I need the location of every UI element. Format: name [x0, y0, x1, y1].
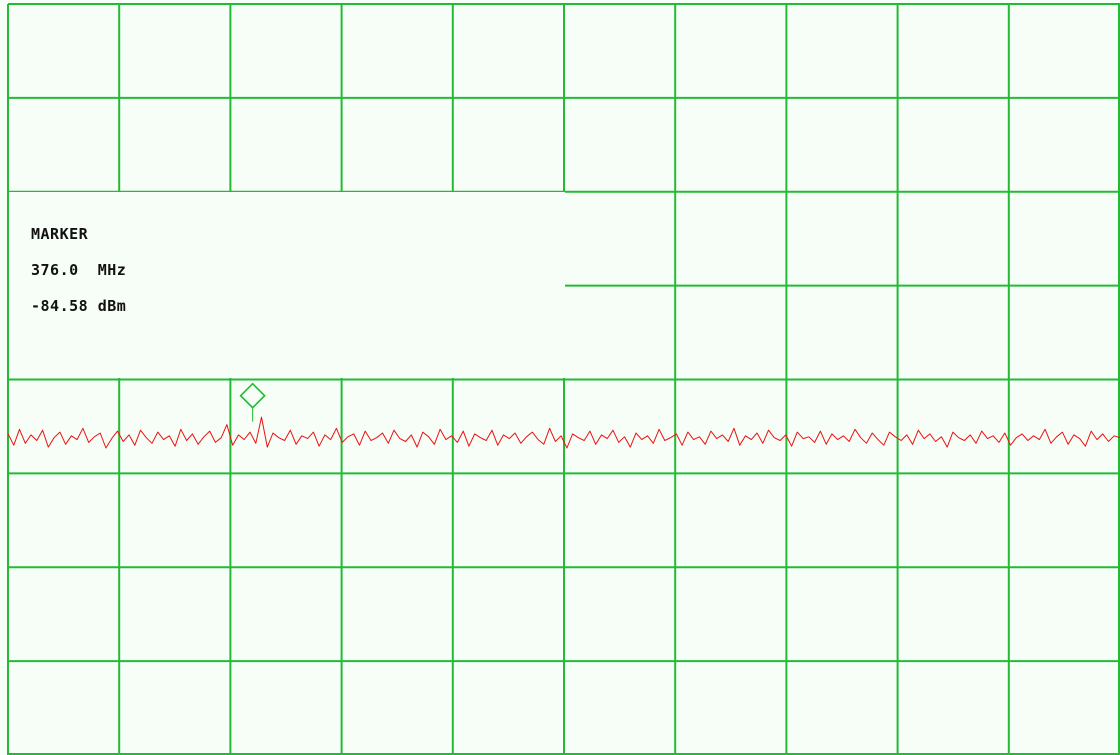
marker-readout-panel: MARKER 376.0 MHz -84.58 dBm — [9, 192, 565, 378]
spectrum-trace — [7, 416, 1120, 449]
marker-level: -84.58 dBm — [31, 297, 127, 315]
marker-frequency: 376.0 MHz — [31, 261, 127, 279]
marker-heading: MARKER — [31, 225, 89, 243]
